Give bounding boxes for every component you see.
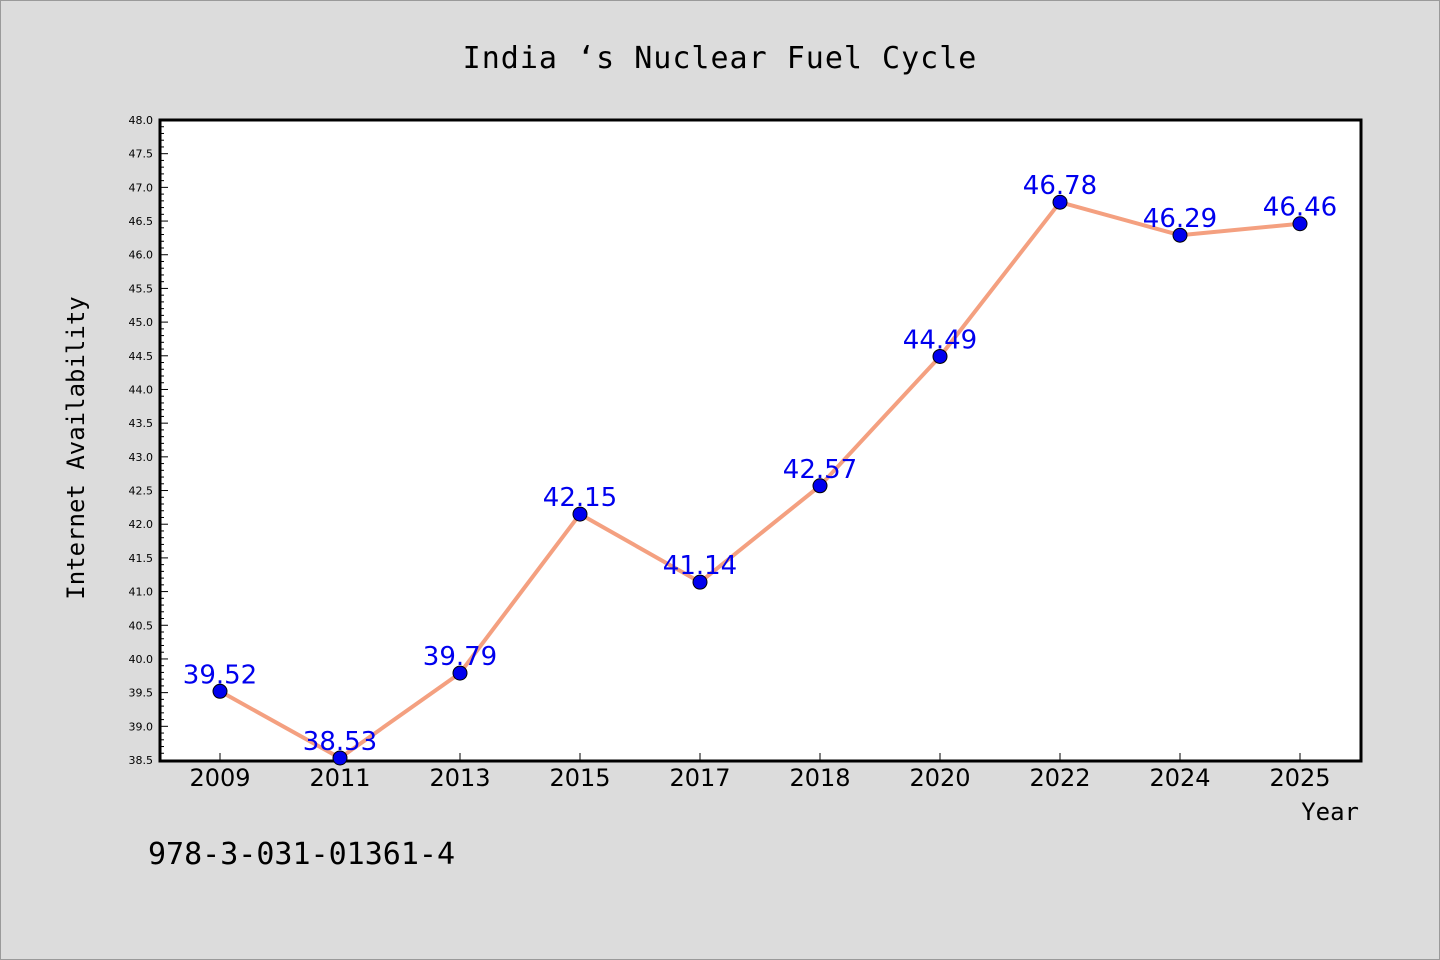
x-tick-label: 2017: [669, 764, 730, 792]
y-tick-label: 47.0: [129, 181, 154, 194]
data-point: [932, 348, 948, 364]
y-tick-label: 45.5: [129, 282, 154, 295]
data-labels: 39.52 38.53 39.79 42.15 41.14 42.57 44.49 46.78…: [183, 171, 1337, 757]
data-point: [452, 665, 468, 681]
y-tick-label: 47.5: [129, 148, 154, 161]
x-tick-label: 2013: [429, 764, 490, 792]
series-line-group: [219, 200, 1301, 760]
data-label: 46.29: [1143, 204, 1217, 234]
x-tick-label: 2015: [549, 764, 610, 792]
y-tick-label: 43.5: [129, 417, 154, 430]
data-label: 38.53: [303, 727, 377, 757]
data-point: [1052, 194, 1068, 210]
data-point: [332, 750, 348, 766]
x-tick-label: 2024: [1149, 764, 1210, 792]
data-label: 42.15: [543, 483, 617, 513]
y-tick-label: 43.0: [129, 451, 154, 464]
chart-title: India ‘s Nuclear Fuel Cycle: [463, 41, 978, 76]
y-tick-label: 46.5: [129, 215, 154, 228]
y-tick-label: 41.0: [129, 586, 154, 599]
x-tick-label: 2011: [309, 764, 370, 792]
x-axis-title: Year: [1301, 798, 1359, 826]
y-tick-label: 40.0: [129, 653, 154, 666]
y-tick-label: 39.5: [129, 687, 154, 700]
data-point: [692, 574, 708, 590]
data-point: [1292, 216, 1308, 232]
x-tick-label: 2020: [909, 764, 970, 792]
series-line: [219, 200, 1301, 760]
data-label: 42.57: [783, 455, 857, 485]
data-label: 46.46: [1263, 193, 1337, 223]
y-tick-label: 46.0: [129, 249, 154, 262]
y-tick-label: 38.5: [129, 754, 154, 767]
y-axis: 38.5 39.0 39.5 40.0 40.5 41.0 41.5 42.0 42.5 43.0…: [129, 114, 168, 767]
footer-isbn: 978-3-031-01361-4: [148, 837, 455, 872]
data-point: [812, 478, 828, 494]
data-point: [1172, 227, 1188, 243]
y-axis-title: Internet Availability: [62, 296, 90, 599]
plot-area: [158, 118, 1363, 763]
y-tick-label: 42.5: [129, 485, 154, 498]
y-tick-label: 45.0: [129, 316, 154, 329]
data-label: 39.79: [423, 642, 497, 672]
x-tick-label: 2018: [789, 764, 850, 792]
data-point: [572, 506, 588, 522]
x-axis: 2009 2011 2013 2015 2017 2018 2020 2022 2024 2025: [189, 753, 1331, 792]
data-label: 39.52: [183, 660, 257, 690]
data-label: 44.49: [903, 325, 977, 355]
data-label: 41.14: [663, 551, 737, 581]
y-tick-label: 41.5: [129, 552, 154, 565]
x-tick-label: 2009: [189, 764, 250, 792]
data-markers: [212, 194, 1308, 766]
data-label: 46.78: [1023, 171, 1097, 201]
x-tick-label: 2025: [1269, 764, 1330, 792]
x-tick-label: 2022: [1029, 764, 1090, 792]
y-tick-label: 48.0: [129, 114, 154, 127]
y-tick-label: 39.0: [129, 720, 154, 733]
y-tick-label: 40.5: [129, 619, 154, 632]
y-tick-label: 44.5: [129, 350, 154, 363]
data-point: [212, 683, 228, 699]
y-tick-label: 42.0: [129, 518, 154, 531]
y-tick-label: 44.0: [129, 383, 154, 396]
